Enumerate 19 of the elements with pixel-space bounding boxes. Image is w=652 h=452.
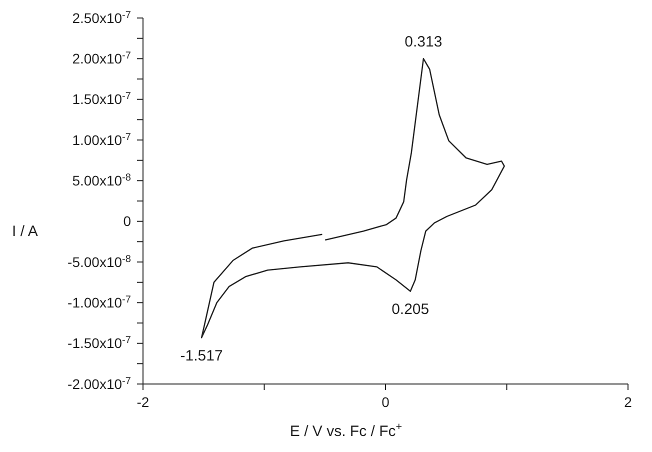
x-tick-label: -2	[136, 394, 150, 410]
y-tick-label: -1.00x10$^{-7}$	[68, 294, 132, 311]
annotation: -1.517	[180, 347, 223, 364]
annotation: 0.313	[404, 34, 442, 51]
y-tick-label: 0	[123, 213, 132, 230]
y-tick-label: -1.50x10$^{-7}$	[68, 334, 132, 352]
annotation: 0.205	[392, 300, 430, 318]
x-tick-label: 2	[624, 394, 632, 410]
y-tick-label: 2.50x10$^{-7}$	[72, 9, 132, 26]
y-tick-label: 2.00x10$^{-7}$	[72, 50, 132, 67]
y-tick-label: -5.00x10$^{-8}$	[68, 253, 132, 270]
x-axis-title: E / V vs. Fc / Fc$^{+}$	[290, 421, 402, 440]
x-tick-label: 0	[382, 394, 390, 410]
y-tick-label: -2.00x10$^{-7}$	[68, 375, 132, 392]
y-tick-label: 5.00x10$^{-8}$	[72, 172, 132, 189]
line-series	[200, 58, 505, 338]
y-axis-title: I / A	[12, 223, 38, 240]
y-tick-label: 1.00x10$^{-7}$	[72, 131, 132, 148]
y-tick-label: 1.50x10$^{-7}$	[72, 90, 132, 108]
